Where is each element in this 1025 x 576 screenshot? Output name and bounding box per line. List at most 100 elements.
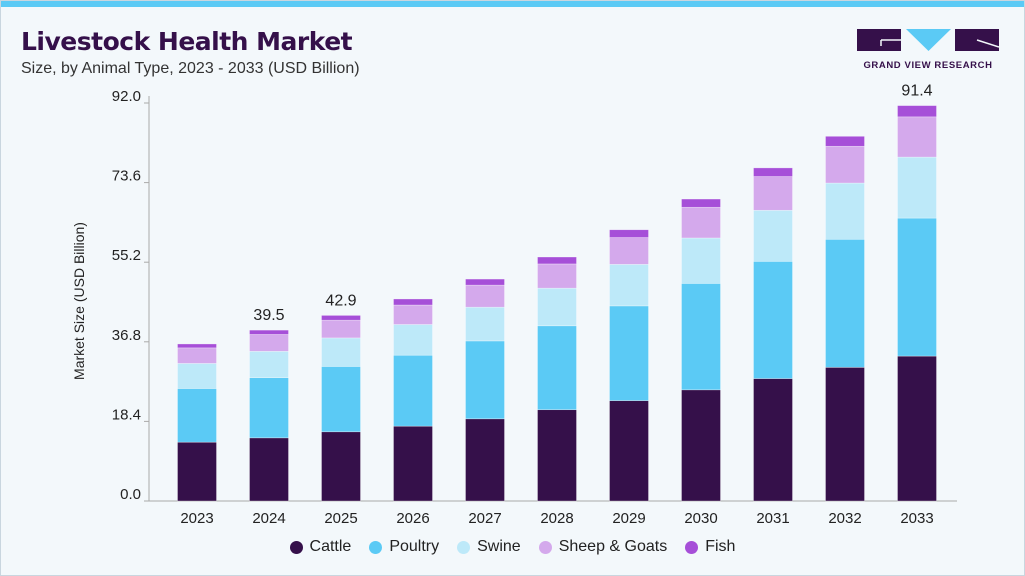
y-tick-label: 0.0 <box>120 486 141 503</box>
legend-swatch-icon <box>289 540 303 554</box>
bar-swine-2032 <box>825 182 865 240</box>
bar-swine-2030 <box>681 237 721 284</box>
bar-poultry-2025 <box>321 366 361 433</box>
bar-fish-2026 <box>393 298 433 306</box>
bar-poultry-2023 <box>177 388 217 443</box>
bar-swine-2024 <box>249 351 289 379</box>
y-tick-label: 92.0 <box>112 88 141 105</box>
legend-swatch-icon <box>538 540 552 554</box>
bar-cattle-2033 <box>897 355 937 502</box>
legend-swatch-icon <box>685 540 699 554</box>
bar-poultry-2031 <box>753 261 793 379</box>
bar-cattle-2029 <box>609 400 649 502</box>
bar-cattle-2024 <box>249 437 289 502</box>
stacked-bar-chart: 0.0 18.4 36.8 55.2 73.6 92.0 2023 2024 2025 2026… <box>71 83 957 527</box>
bar-swine-2025 <box>321 337 361 367</box>
legend-label: Poultry <box>389 538 440 555</box>
bar-fish-2031 <box>753 167 793 177</box>
bar-swine-2027 <box>465 306 505 342</box>
bar-poultry-2027 <box>465 340 505 420</box>
bar-sheep-goats-2030 <box>681 206 721 239</box>
legend-swatch-icon <box>457 540 471 554</box>
legend-item: Poultry <box>369 538 439 556</box>
bar-cattle-2026 <box>393 425 433 502</box>
x-tick-label: 2023 <box>180 510 213 527</box>
chart-title: Livestock Health Market <box>21 27 353 56</box>
x-tick-label: 2030 <box>684 510 717 527</box>
bar-fish-2033 <box>897 105 937 118</box>
bar-swine-2031 <box>753 209 793 262</box>
chart-subtitle: Size, by Animal Type, 2023 - 2033 (USD B… <box>21 60 360 77</box>
bar-fish-2028 <box>537 256 577 265</box>
bar-sheep-goats-2033 <box>897 116 937 158</box>
top-accent-bar <box>1 1 1024 7</box>
bar-sheep-goats-2029 <box>609 237 649 265</box>
logo-mark-icon <box>857 29 1000 51</box>
legend-item: Fish <box>685 538 735 556</box>
data-label: 42.9 <box>325 292 356 309</box>
bar-fish-2024 <box>249 329 289 335</box>
bar-cattle-2023 <box>177 441 217 502</box>
logo-text: GRAND VIEW RESEARCH <box>863 60 993 71</box>
bar-fish-2029 <box>609 229 649 238</box>
y-tick-label: 36.8 <box>112 327 141 344</box>
x-tick-label: 2027 <box>468 510 501 527</box>
bar-poultry-2029 <box>609 305 649 401</box>
bar-fish-2027 <box>465 278 505 286</box>
legend-item: Swine <box>457 538 521 556</box>
bar-sheep-goats-2032 <box>825 145 865 184</box>
bar-poultry-2030 <box>681 283 721 391</box>
bar-poultry-2032 <box>825 238 865 368</box>
bar-sheep-goats-2031 <box>753 176 793 211</box>
x-tick-label: 2033 <box>900 510 933 527</box>
bar-sheep-goats-2028 <box>537 263 577 289</box>
bar-poultry-2026 <box>393 354 433 427</box>
bar-poultry-2024 <box>249 377 289 439</box>
bar-fish-2025 <box>321 315 361 321</box>
bar-cattle-2031 <box>753 378 793 502</box>
legend-swatch-icon <box>369 540 383 554</box>
y-tick-label: 18.4 <box>112 406 141 423</box>
legend-item: Sheep & Goats <box>538 538 668 556</box>
bar-sheep-goats-2023 <box>177 347 217 364</box>
bar-fish-2032 <box>825 136 865 147</box>
grand-view-research-logo: GRAND VIEW RESEARCH <box>857 29 1000 73</box>
bar-fish-2030 <box>681 198 721 208</box>
bar-swine-2023 <box>177 363 217 389</box>
bar-cattle-2032 <box>825 367 865 502</box>
legend-item: Cattle <box>289 538 352 556</box>
x-tick-label: 2026 <box>396 510 429 527</box>
bar-cattle-2027 <box>465 418 505 502</box>
x-tick-label: 2031 <box>756 510 789 527</box>
legend: Cattle Poultry Swine Sheep & Goats Fish <box>1 538 1024 556</box>
legend-label: Swine <box>477 538 521 555</box>
y-tick-label: 73.6 <box>112 168 141 185</box>
legend-label: Sheep & Goats <box>558 538 668 555</box>
legend-label: Fish <box>705 538 736 555</box>
y-axis-label: Market Size (USD Billion) <box>71 222 87 380</box>
y-tick-label: 55.2 <box>112 247 141 264</box>
bar-fish-2023 <box>177 343 217 349</box>
bar-cattle-2030 <box>681 389 721 502</box>
bar-swine-2029 <box>609 264 649 307</box>
bar-poultry-2033 <box>897 217 937 357</box>
bar-sheep-goats-2025 <box>321 319 361 339</box>
data-label: 39.5 <box>253 307 284 324</box>
bar-sheep-goats-2024 <box>249 334 289 352</box>
x-tick-label: 2024 <box>252 510 285 527</box>
x-tick-label: 2029 <box>612 510 645 527</box>
bar-swine-2026 <box>393 324 433 356</box>
bar-sheep-goats-2027 <box>465 284 505 308</box>
bar-sheep-goats-2026 <box>393 304 433 325</box>
legend-label: Cattle <box>309 538 352 555</box>
x-tick-label: 2025 <box>324 510 357 527</box>
x-tick-label: 2028 <box>540 510 573 527</box>
bar-swine-2033 <box>897 156 937 219</box>
data-label: 91.4 <box>901 83 932 100</box>
bar-poultry-2028 <box>537 325 577 411</box>
bar-cattle-2028 <box>537 409 577 502</box>
bar-cattle-2025 <box>321 431 361 502</box>
bar-swine-2028 <box>537 287 577 327</box>
x-tick-label: 2032 <box>828 510 861 527</box>
